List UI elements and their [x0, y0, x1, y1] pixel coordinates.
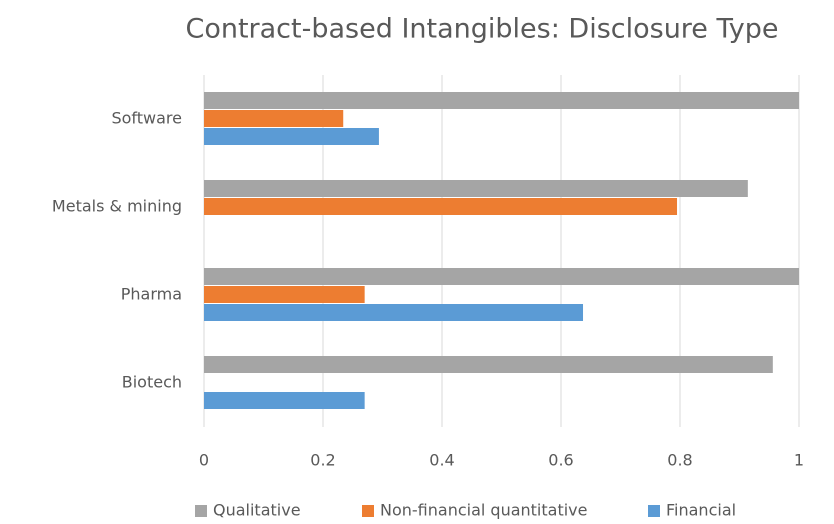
- x-tick-label: 0: [199, 451, 209, 470]
- x-tick-label: 0.8: [667, 451, 692, 470]
- y-tick-label: Biotech: [122, 373, 182, 392]
- bar: [204, 128, 379, 145]
- x-tick-label: 0.2: [310, 451, 335, 470]
- bar: [204, 198, 678, 215]
- y-tick-label: Software: [111, 109, 182, 128]
- chart-title: Contract-based Intangibles: Disclosure T…: [185, 14, 778, 45]
- bar: [204, 356, 773, 373]
- x-tick-label: 0.6: [548, 451, 573, 470]
- x-tick-label: 1: [794, 451, 804, 470]
- legend-label: Qualitative: [213, 501, 301, 520]
- legend-label: Financial: [666, 501, 736, 520]
- bar: [204, 392, 365, 409]
- legend-label: Non-financial quantitative: [380, 501, 587, 520]
- y-tick-label: Pharma: [121, 285, 182, 304]
- legend-swatch: [362, 505, 374, 517]
- bar: [204, 304, 584, 321]
- x-tick-label: 0.4: [429, 451, 454, 470]
- bar: [204, 110, 344, 127]
- bar: [204, 92, 799, 109]
- legend-swatch: [195, 505, 207, 517]
- bar: [204, 180, 748, 197]
- bar: [204, 268, 799, 285]
- y-tick-label: Metals & mining: [52, 197, 182, 216]
- legend-swatch: [648, 505, 660, 517]
- bar: [204, 286, 365, 303]
